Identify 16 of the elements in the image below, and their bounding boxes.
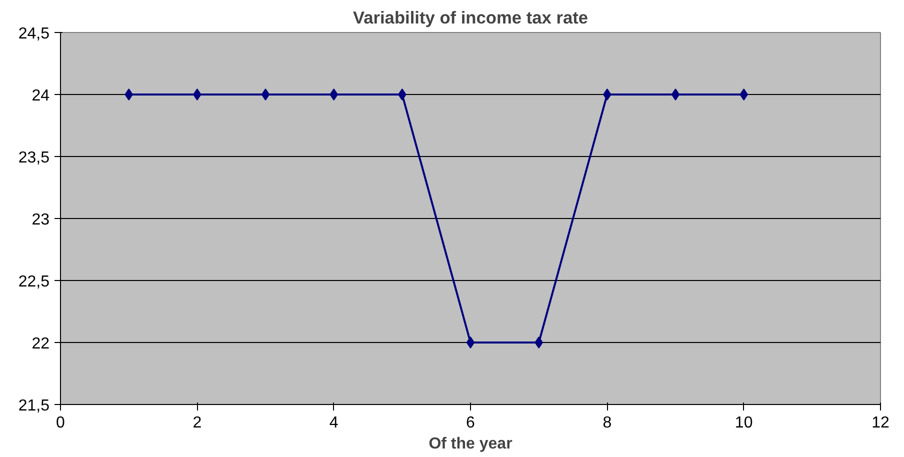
x-tick-label: 6: [466, 414, 476, 432]
x-tick-label: 0: [56, 414, 66, 432]
x-tick-label: 12: [872, 414, 890, 432]
x-axis-title: Of the year: [428, 436, 512, 452]
y-tick-label: 22,5: [18, 274, 50, 290]
y-tick-label: 24,5: [18, 26, 50, 42]
y-tick-label: 21,5: [18, 398, 50, 414]
x-tick-label: 2: [192, 414, 202, 432]
x-tick-label: 4: [329, 414, 338, 432]
y-tick-label: 24: [32, 88, 50, 104]
x-tick-label: 8: [602, 414, 612, 432]
chart-title: Variability of income tax rate: [353, 8, 588, 28]
x-tick-label: 10: [734, 414, 753, 432]
y-tick-label: 23: [32, 212, 50, 228]
y-tick-label: 23,5: [18, 150, 50, 166]
y-tick-label: 22: [32, 336, 50, 352]
